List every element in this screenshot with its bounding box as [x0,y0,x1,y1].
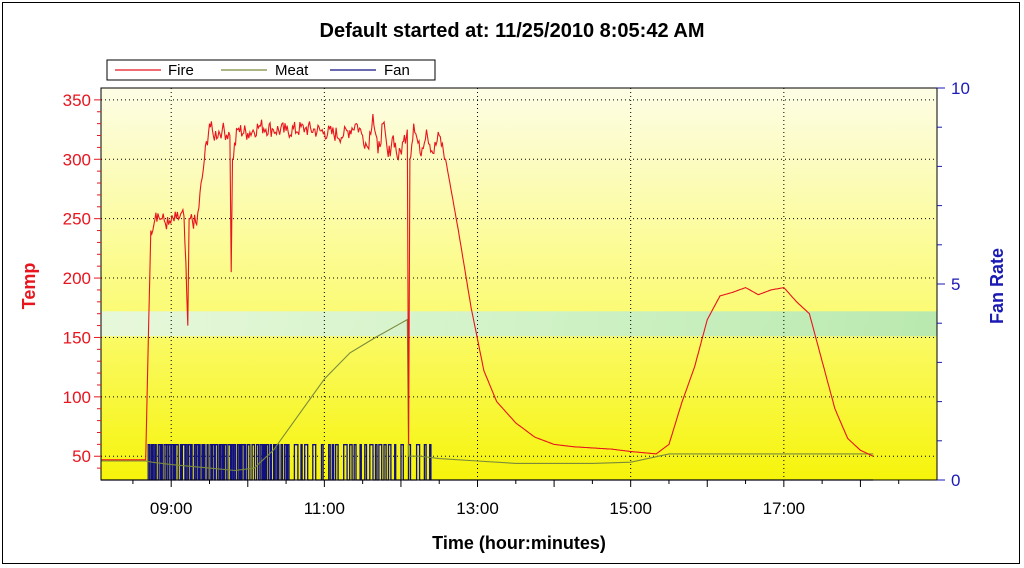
legend: Fire Meat Fan [106,59,436,81]
series-fire [100,114,874,461]
series-fan [101,444,874,481]
x-tick-label: 11:00 [304,499,345,518]
x-tick-label: 15:00 [609,499,652,518]
legend-box [106,59,436,81]
target-temperature-band [101,311,937,337]
y-tick-label: 100 [63,388,91,407]
x-axis: 09:00 11:00 13:00 15:00 17:00 [132,480,900,518]
legend-label-fire: Fire [168,62,194,79]
y-tick-label: 350 [63,91,91,110]
y-axis-right: 0 5 10 [937,79,970,490]
y-tick-label: 50 [72,447,91,466]
y-tick-label: 150 [63,328,91,347]
grid-lines [101,88,937,480]
x-tick-label: 13:00 [456,499,499,518]
plot-background [101,88,937,480]
legend-label-fan: Fan [384,62,410,79]
y2-tick-label: 0 [951,471,960,490]
series-layer [100,114,874,481]
x-axis-label: Time (hour:minutes) [432,533,606,553]
y2-tick-label: 10 [951,79,970,98]
legend-label-meat: Meat [275,62,309,79]
y-tick-label: 200 [63,269,91,288]
y-tick-label: 250 [63,210,91,229]
fan-line [101,444,874,481]
y2-axis-label: Fan Rate [987,248,1007,324]
y-tick-label: 300 [63,150,91,169]
fire-line [101,114,874,461]
x-tick-label: 09:00 [150,499,193,518]
x-tick-label: 17:00 [763,499,806,518]
line-chart: Default started at: 11/25/2010 8:05:42 A… [19,20,1007,553]
chart-title: Default started at: 11/25/2010 8:05:42 A… [320,20,705,42]
y-axis-label: Temp [19,263,39,310]
series-meat [100,318,874,472]
y2-tick-label: 5 [951,275,960,294]
y-axis-left: 50 100 150 200 250 300 350 [63,91,101,469]
